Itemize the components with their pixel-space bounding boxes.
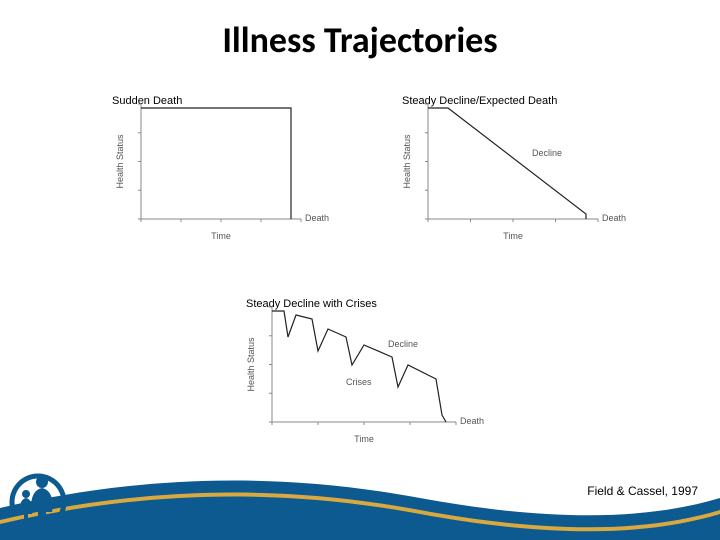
- svg-text:Time: Time: [503, 231, 523, 241]
- chart-sudden: Health Status Time Death: [105, 92, 330, 257]
- svg-text:Decline: Decline: [532, 148, 562, 158]
- footer-swoosh: [0, 450, 720, 540]
- svg-text:Health Status: Health Status: [402, 134, 412, 189]
- svg-text:Time: Time: [211, 231, 231, 241]
- footer-logo-icon: [8, 468, 68, 532]
- svg-text:Death: Death: [460, 416, 484, 426]
- svg-text:Decline: Decline: [388, 339, 418, 349]
- svg-text:Health Status: Health Status: [115, 134, 125, 189]
- chart-crises: Health Status Time Death Decline Crises: [236, 295, 496, 460]
- svg-text:Crises: Crises: [346, 377, 372, 387]
- chart-steady: Health Status Time Death Decline: [392, 92, 632, 257]
- page-title: Illness Trajectories: [0, 18, 720, 62]
- svg-text:Death: Death: [602, 213, 626, 223]
- svg-text:Health Status: Health Status: [246, 337, 256, 392]
- svg-text:Death: Death: [305, 213, 329, 223]
- svg-text:Time: Time: [354, 434, 374, 444]
